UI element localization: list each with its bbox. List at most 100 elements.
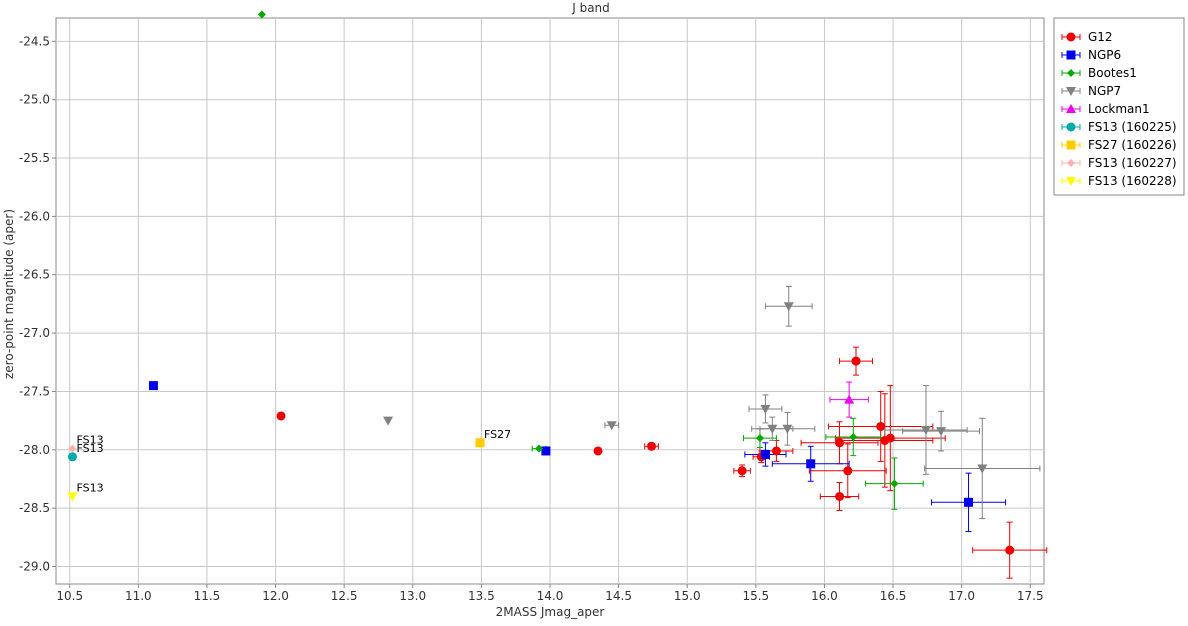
- y-tick-label: -29.0: [19, 559, 50, 573]
- legend-item[interactable]: G12: [1061, 30, 1113, 44]
- x-tick-label: 12.5: [331, 589, 358, 603]
- data-point: [475, 438, 485, 448]
- data-point: [920, 425, 931, 435]
- x-tick-label: 13.0: [399, 589, 426, 603]
- data-point: [844, 394, 855, 404]
- legend-marker: [1066, 177, 1076, 186]
- legend-marker: [1067, 159, 1075, 167]
- data-point: [257, 10, 266, 19]
- data-point: [647, 441, 657, 451]
- legend-item[interactable]: NGP7: [1061, 84, 1121, 98]
- data-point: [276, 411, 286, 421]
- legend-label: Bootes1: [1088, 66, 1137, 80]
- x-tick-label: 14.5: [605, 589, 632, 603]
- x-tick-label: 11.0: [125, 589, 152, 603]
- x-tick-label: 13.5: [468, 589, 495, 603]
- x-tick-label: 15.0: [674, 589, 701, 603]
- legend-label: FS27 (160226): [1088, 138, 1177, 152]
- legend-label: FS13 (160228): [1088, 174, 1177, 188]
- legend-marker: [1067, 69, 1075, 77]
- x-tick-label: 11.5: [194, 589, 221, 603]
- data-point: [885, 433, 895, 443]
- y-axis-ticks: -24.5 -25.0 -25.5 -26.0 -26.5 -27.0 -27.5 -28.0…: [19, 34, 56, 573]
- data-point: [535, 444, 544, 453]
- legend-marker: [1066, 140, 1076, 150]
- legend-item[interactable]: NGP6: [1061, 48, 1121, 62]
- x-tick-label: 10.5: [56, 589, 83, 603]
- y-tick-label: -27.0: [19, 326, 50, 340]
- data-point: [606, 421, 617, 431]
- y-tick-label: -27.5: [19, 384, 50, 398]
- data-point: [851, 356, 861, 366]
- data-point: [1005, 545, 1015, 555]
- x-axis-ticks: 10.5 11.0 11.5 12.0 12.5 13.0 13.5 14.0 14.5 15.0…: [56, 584, 1044, 603]
- y-tick-label: -28.5: [19, 501, 50, 515]
- legend-label: NGP7: [1088, 84, 1121, 98]
- point-label: FS13: [76, 434, 103, 447]
- legend-item[interactable]: Lockman1: [1061, 102, 1150, 116]
- legend-item[interactable]: Bootes1: [1061, 66, 1137, 80]
- data-point: [964, 497, 974, 507]
- point-label: FS13: [76, 442, 103, 455]
- data-point: [835, 438, 845, 448]
- x-tick-label: 14.0: [537, 589, 564, 603]
- data-point: [760, 449, 770, 459]
- legend-label: FS13 (160225): [1088, 120, 1177, 134]
- data-point: [782, 424, 793, 434]
- data-point: [383, 416, 394, 426]
- data-point: [760, 404, 771, 414]
- point-label: FS13: [76, 481, 103, 494]
- legend-marker: [1066, 87, 1076, 96]
- y-tick-label: -26.0: [19, 209, 50, 223]
- data-point: [148, 381, 158, 391]
- legend-item[interactable]: FS27 (160226): [1061, 138, 1177, 152]
- legend-marker: [1066, 32, 1076, 42]
- data-point: [849, 432, 858, 441]
- legend-label: G12: [1088, 30, 1113, 44]
- y-tick-label: -28.0: [19, 443, 50, 457]
- legend-marker: [1066, 122, 1076, 132]
- data-point: [843, 466, 853, 476]
- legend-label: NGP6: [1088, 48, 1121, 62]
- data-point: [67, 452, 77, 462]
- legend-marker: [1066, 50, 1076, 60]
- data-point: [68, 444, 77, 453]
- y-tick-label: -24.5: [19, 34, 50, 48]
- data-point: [835, 491, 845, 501]
- data-point: [767, 424, 778, 434]
- legend-item[interactable]: FS13 (160225): [1061, 120, 1177, 134]
- legend-item[interactable]: FS13 (160227): [1061, 156, 1177, 170]
- data-point: [541, 446, 551, 456]
- x-tick-label: 15.5: [742, 589, 769, 603]
- y-axis-title: zero-point magnitude (aper): [2, 209, 16, 379]
- x-tick-label: 16.0: [811, 589, 838, 603]
- data-point: [67, 492, 78, 502]
- data-point: [936, 427, 947, 437]
- data-point: [737, 466, 747, 476]
- legend[interactable]: G12 NGP6 Bootes1 NGP7 Lockman1 FS13 (160225) F…: [1053, 17, 1185, 196]
- legend-item[interactable]: FS13 (160228): [1061, 174, 1177, 188]
- legend-box: [1053, 17, 1185, 196]
- y-tick-label: -26.5: [19, 268, 50, 282]
- grid-lines: [56, 18, 1044, 584]
- x-axis-title: 2MASS Jmag_aper: [496, 605, 605, 619]
- data-point: [890, 479, 899, 488]
- x-tick-label: 17.5: [1017, 589, 1044, 603]
- x-tick-label: 12.0: [262, 589, 289, 603]
- data-points: [67, 10, 1015, 555]
- data-point: [876, 421, 886, 431]
- legend-marker: [1066, 104, 1076, 113]
- data-point: [771, 446, 781, 456]
- x-tick-label: 16.5: [880, 589, 907, 603]
- data-point: [593, 446, 603, 456]
- data-point: [806, 459, 816, 469]
- x-tick-label: 17.0: [948, 589, 975, 603]
- data-point: [755, 434, 764, 443]
- legend-label: FS13 (160227): [1088, 156, 1177, 170]
- y-tick-label: -25.0: [19, 93, 50, 107]
- point-label: FS27: [484, 428, 511, 441]
- chart-title: J band: [571, 1, 610, 15]
